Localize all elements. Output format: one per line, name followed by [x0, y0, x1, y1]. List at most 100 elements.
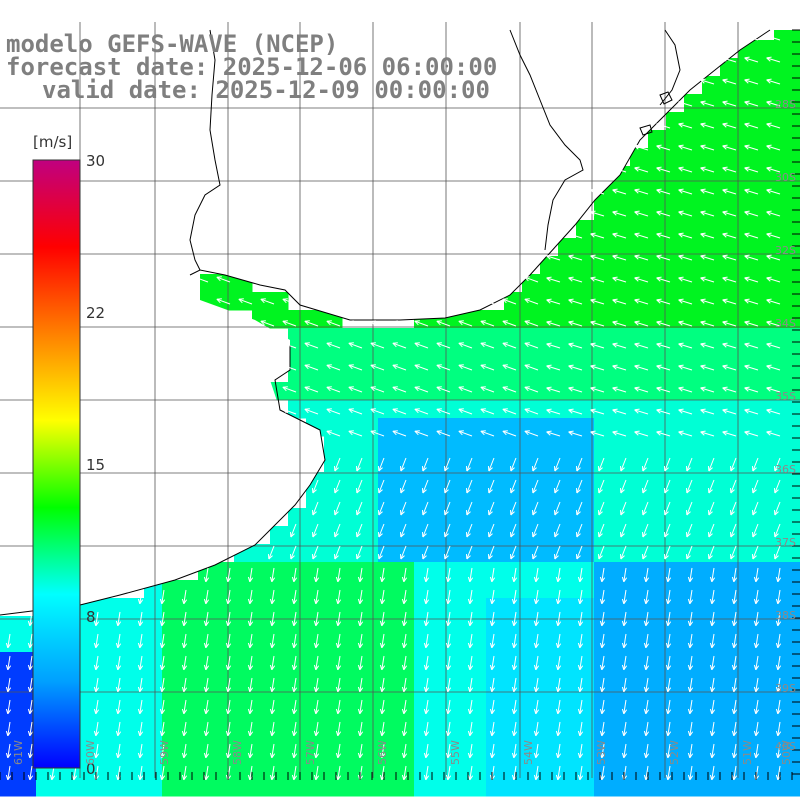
wind-arrow — [700, 386, 715, 393]
wind-arrow — [5, 765, 12, 781]
wind-vectors — [5, 34, 782, 781]
lat-label: 32S — [775, 244, 796, 257]
wind-arrow — [181, 655, 188, 671]
wind-arrow — [304, 408, 319, 415]
wind-arrow — [357, 721, 364, 737]
wind-arrow — [423, 699, 430, 715]
wind-arrow — [203, 677, 210, 693]
wind-arrow — [524, 364, 539, 371]
wind-arrow — [744, 430, 759, 437]
wind-arrow — [709, 743, 716, 759]
wind-arrow — [678, 232, 693, 239]
wind-arrow — [766, 122, 781, 129]
wind-arrow — [313, 721, 320, 737]
wind-arrow — [775, 743, 782, 759]
wind-arrow — [467, 765, 474, 781]
wind-arrow — [722, 298, 737, 305]
wind-arrow — [744, 78, 759, 85]
wind-arrow — [553, 457, 561, 472]
wind-arrow — [487, 523, 495, 538]
wind-arrow — [313, 765, 320, 781]
wind-arrow — [665, 655, 672, 671]
wind-arrow — [775, 633, 782, 649]
model-title: modelo GEFS-WAVE (NCEP) — [6, 30, 339, 58]
wind-arrow — [722, 188, 737, 195]
wind-arrow — [401, 611, 408, 627]
wind-arrow — [93, 611, 100, 627]
wind-arrow — [27, 677, 34, 693]
wind-arrow — [392, 342, 407, 349]
wind-arrow — [269, 611, 276, 627]
wind-arrow — [533, 589, 540, 605]
wind-arrow — [379, 721, 386, 737]
wind-arrow — [665, 567, 672, 583]
lon-label: 51W — [741, 740, 754, 765]
wind-arrow — [641, 457, 649, 472]
wind-arrow — [722, 232, 737, 239]
wind-arrow — [621, 677, 628, 693]
wind-arrow — [524, 430, 539, 437]
wind-arrow — [443, 479, 451, 494]
wind-arrow — [766, 210, 781, 217]
wind-arrow — [621, 721, 628, 737]
wind-arrow — [700, 408, 715, 415]
wind-arrow — [181, 633, 188, 649]
wind-arrow — [489, 611, 496, 627]
wind-arrow — [634, 386, 649, 393]
wind-arrow — [137, 765, 144, 781]
wind-arrow — [379, 589, 386, 605]
wind-arrow — [421, 523, 429, 538]
wind-arrow — [291, 611, 298, 627]
wind-arrow — [159, 699, 166, 715]
wind-arrow — [577, 699, 584, 715]
wind-arrow — [700, 320, 715, 327]
wind-arrow — [731, 589, 738, 605]
wind-arrow — [304, 364, 319, 371]
wind-arrow — [348, 386, 363, 393]
wind-arrow — [678, 298, 693, 305]
wind-arrow — [700, 188, 715, 195]
wind-arrow — [392, 430, 407, 437]
wind-arrow — [773, 501, 781, 516]
wind-arrow — [436, 408, 451, 415]
wind-arrow — [744, 122, 759, 129]
wind-arrow — [678, 386, 693, 393]
wind-arrow — [401, 765, 408, 781]
wind-arrow — [355, 479, 363, 494]
wind-arrow — [700, 254, 715, 261]
wind-arrow — [663, 479, 671, 494]
wind-arrow — [621, 743, 628, 759]
wind-arrow — [401, 589, 408, 605]
wind-arrow — [663, 545, 671, 560]
wind-arrow — [634, 342, 649, 349]
wind-arrow — [423, 655, 430, 671]
wind-arrow — [665, 765, 672, 781]
wind-arrow — [621, 611, 628, 627]
wind-arrow — [665, 721, 672, 737]
wind-arrow — [753, 589, 760, 605]
wind-arrow — [414, 408, 429, 415]
wind-arrow — [181, 743, 188, 759]
wind-arrow — [326, 364, 341, 371]
wind-arrow — [597, 457, 605, 472]
wind-arrow — [641, 479, 649, 494]
wind-arrow — [709, 611, 716, 627]
wind-arrow — [599, 589, 606, 605]
wind-arrow — [489, 589, 496, 605]
wind-arrow — [656, 364, 671, 371]
wind-arrow — [335, 611, 342, 627]
wind-arrow — [678, 342, 693, 349]
wind-arrow — [313, 677, 320, 693]
frame-ticks — [0, 29, 800, 780]
wind-arrow — [489, 677, 496, 693]
wind-arrow — [685, 501, 693, 516]
wind-arrow — [355, 501, 363, 516]
wind-arrow — [333, 501, 341, 516]
wind-arrow — [115, 655, 122, 671]
wind-arrow — [656, 386, 671, 393]
wind-arrow — [247, 721, 254, 737]
wind-arrow — [159, 721, 166, 737]
wind-arrow — [348, 430, 363, 437]
wind-arrow — [511, 699, 518, 715]
wind-arrow — [159, 589, 166, 605]
